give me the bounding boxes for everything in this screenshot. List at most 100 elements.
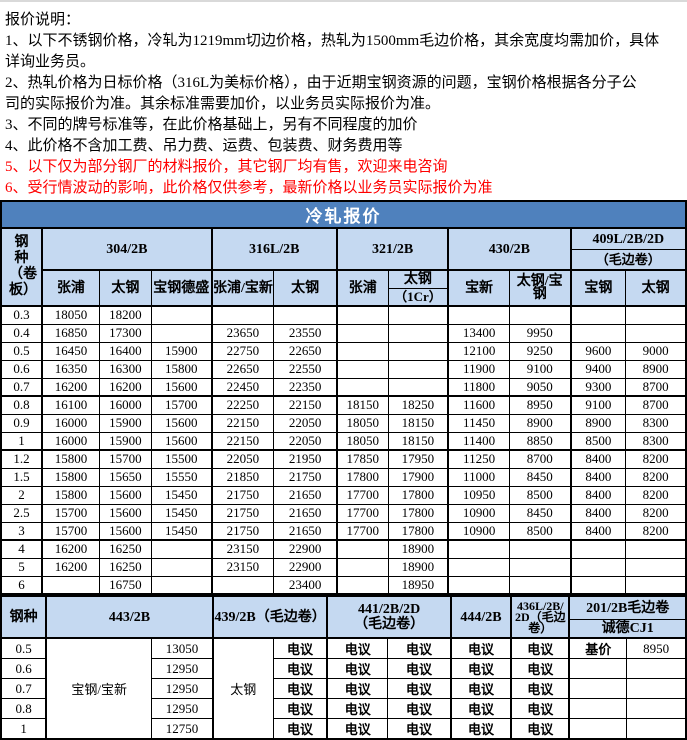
price-cell: 22650 (273, 341, 338, 361)
base-price-cell (626, 698, 687, 719)
negotiable-cell: 电议 (326, 698, 389, 719)
thickness-cell: 1.2 (0, 449, 43, 469)
grade-header-444-2b: 444/2B (449, 595, 512, 639)
negotiable-cell: 电议 (510, 698, 570, 719)
grade-header-443-2b: 443/2B (45, 595, 214, 639)
price-cell (335, 305, 389, 325)
quotation-notes: 报价说明： 1、以下不锈钢价格，冷轧为1219mm切边价格，热轧为1500mm毛边… (0, 2, 687, 200)
price-cell (625, 575, 687, 595)
price-cell: 8200 (625, 467, 687, 487)
price-cell: 11250 (447, 449, 510, 469)
price-cell: 23400 (273, 575, 338, 595)
other-grades-price-table: 钢种 443/2B 439/2B（毛边卷） 441/2B/2D （毛边卷） 44… (0, 595, 687, 740)
price-cell: 18250 (387, 395, 449, 415)
negotiable-cell: 电议 (510, 718, 570, 740)
price-cell: 9250 (508, 341, 572, 361)
price-cell: 15900 (150, 341, 213, 361)
price-cell: 8400 (569, 467, 627, 487)
price-cell: 8400 (569, 485, 627, 505)
price-cell: 18200 (98, 305, 152, 325)
base-label-cell (568, 718, 628, 740)
price-cell: 9000 (625, 341, 687, 361)
negotiable-cell: 电议 (510, 637, 570, 659)
note-line: 5、以下仅为部分钢厂的材料报价，其它钢厂均有售，欢迎来电咨询 (5, 159, 448, 175)
price-cell: 8200 (625, 449, 687, 469)
price-cell: 15600 (98, 503, 152, 523)
price-cell: 15600 (98, 521, 152, 541)
price-cell: 8450 (508, 503, 572, 523)
price-cell: 16000 (98, 395, 152, 415)
grade-header-321-2b: 321/2B (335, 227, 449, 271)
price-cell: 15900 (98, 431, 152, 451)
thickness-cell: 0.5 (0, 637, 47, 659)
price-cell (447, 575, 510, 595)
price-cell: 12950 (151, 698, 214, 719)
thickness-cell: 1 (0, 431, 43, 451)
price-cell (387, 359, 449, 379)
price-cell (569, 575, 627, 595)
grade-header-chengde-cj1: 诚德CJ1 (568, 619, 687, 639)
price-cell (335, 323, 389, 343)
note-line: 6、受行情波动的影响，此价格仅供参考，最新价格以业务员实际报价为准 (5, 180, 493, 196)
price-cell: 17800 (387, 503, 449, 523)
price-cell: 8950 (508, 395, 572, 415)
mill-header-zhangpu-baoxin: 张浦/宝新 (210, 269, 275, 307)
grade-header-439-2b: 439/2B（毛边卷） (211, 595, 328, 639)
price-cell: 22350 (273, 377, 338, 397)
price-cell: 16750 (98, 575, 152, 595)
price-cell: 22650 (210, 359, 275, 379)
price-cell: 15800 (41, 449, 100, 469)
price-cell: 8450 (508, 467, 572, 487)
price-cell: 18050 (335, 431, 389, 451)
thickness-cell: 1 (0, 718, 47, 740)
thickness-cell: 0.9 (0, 413, 43, 433)
price-cell: 11450 (447, 413, 510, 433)
grade-header-304-2b: 304/2B (41, 227, 213, 271)
price-cell: 21650 (273, 503, 338, 523)
price-cell: 15700 (41, 503, 100, 523)
price-cell: 16300 (98, 359, 152, 379)
mill-header-zhangpu: 张浦 (41, 269, 100, 307)
price-cell: 8900 (569, 413, 627, 433)
negotiable-cell: 电议 (449, 637, 512, 659)
price-cell (335, 539, 389, 559)
price-cell: 21650 (273, 485, 338, 505)
negotiable-cell: 电议 (272, 637, 328, 659)
grade-header-436l-2b-2d: 436L/2B/2D（毛边卷） (510, 595, 570, 639)
mill-header-taigang-409: 太钢 (625, 269, 687, 307)
price-cell: 21950 (273, 449, 338, 469)
price-cell: 16200 (41, 539, 100, 559)
price-cell: 8900 (508, 413, 572, 433)
thickness-cell: 1.5 (0, 467, 43, 487)
price-cell (335, 377, 389, 397)
cold-rolled-price-table: 冷轧报价 钢种（卷板） 304/2B 316L/2B 321/2B 430/2B… (0, 200, 687, 595)
price-cell: 16250 (98, 539, 152, 559)
price-cell: 15500 (150, 449, 213, 469)
price-cell (625, 323, 687, 343)
negotiable-cell: 电议 (449, 698, 512, 719)
price-cell: 18050 (41, 305, 100, 325)
base-label-cell (568, 658, 628, 679)
price-cell: 12950 (151, 678, 214, 699)
price-cell: 22150 (210, 413, 275, 433)
mill-header-taigang-321: 太钢 (387, 269, 449, 289)
price-cell: 8300 (625, 431, 687, 451)
base-price-cell (626, 658, 687, 679)
base-price-cell (626, 678, 687, 699)
price-cell: 17800 (335, 467, 389, 487)
corner-header: 钢种（卷板） (0, 227, 43, 307)
price-cell: 15600 (150, 413, 213, 433)
price-cell (150, 539, 213, 559)
price-cell: 15800 (41, 467, 100, 487)
price-cell: 15450 (150, 521, 213, 541)
price-cell: 11000 (447, 467, 510, 487)
price-cell (150, 575, 213, 595)
mill-header-taigang-316: 太钢 (273, 269, 338, 307)
price-cell (508, 305, 572, 325)
price-cell: 8400 (569, 449, 627, 469)
price-cell: 17800 (387, 521, 449, 541)
price-cell: 9050 (508, 377, 572, 397)
price-cell: 16350 (41, 359, 100, 379)
grade-header-441-2b-2d: 441/2B/2D （毛边卷） (326, 595, 452, 639)
price-cell: 18900 (387, 539, 449, 559)
